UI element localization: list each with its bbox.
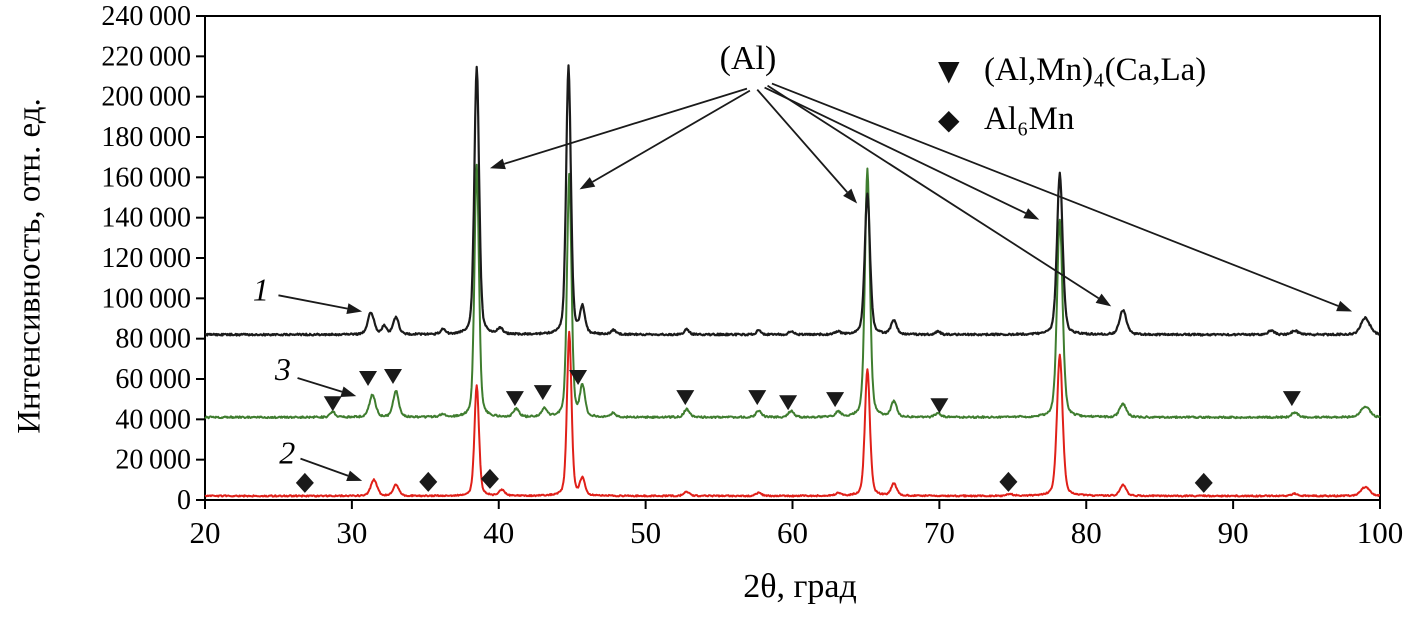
al-arrow-0-head (489, 158, 506, 170)
diamond-phase-marker (295, 472, 314, 493)
y-tick-label: 0 (177, 485, 191, 516)
triangle-marker-icon: ▼ (938, 54, 960, 87)
al-arrow-5-head (1336, 300, 1353, 312)
x-tick-label: 40 (483, 515, 514, 550)
x-tick-label: 90 (1218, 515, 1249, 550)
y-tick-label: 140 000 (101, 203, 191, 234)
al-arrow-2-line (756, 89, 848, 193)
triangle-phase-marker (748, 390, 767, 406)
x-tick-label: 50 (630, 515, 661, 550)
triangle-phase-marker (533, 385, 552, 401)
triangle-phase-marker (569, 369, 588, 385)
y-tick-label: 60 000 (115, 364, 191, 395)
legend-item-label: (Al,Mn)₄(Ca,La) (984, 52, 1207, 88)
y-tick-label: 20 000 (115, 445, 191, 476)
x-tick-label: 70 (924, 515, 955, 550)
triangle-phase-marker (359, 370, 378, 386)
triangle-phase-marker (676, 390, 695, 406)
y-axis-label: Интенсивность, отн. ед. (11, 98, 48, 434)
diamond-marker-icon: ◆ (938, 103, 960, 136)
al-arrow-2-head (843, 188, 858, 204)
curve-3-arrow-head (340, 386, 357, 397)
triangle-phase-marker (384, 368, 402, 384)
y-tick-label: 40 000 (115, 404, 191, 435)
triangle-phase-marker (323, 396, 342, 412)
x-tick-label: 20 (190, 515, 221, 550)
curve-2-arrow-head (346, 470, 363, 481)
al-arrow-1-line (592, 89, 751, 183)
al-arrow-4-head (1095, 293, 1112, 307)
y-tick-label: 100 000 (101, 283, 191, 314)
curve-3-arrow-line (297, 377, 343, 393)
al-arrow-1-head (579, 177, 596, 190)
x-tick-label: 80 (1071, 515, 1102, 550)
curve-3 (204, 163, 1381, 420)
y-tick-label: 220 000 (101, 41, 191, 72)
triangle-phase-marker (826, 392, 845, 408)
y-tick-label: 80 000 (115, 324, 191, 355)
legend-item-label: Al₆Mn (984, 101, 1075, 137)
y-tick-label: 180 000 (101, 122, 191, 153)
curve-1-arrow-line (278, 294, 348, 310)
x-axis-label: 2θ, град (743, 568, 857, 605)
al-arrow-5-line (771, 82, 1339, 307)
curve-1-arrow-head (346, 303, 363, 315)
y-tick-label: 160 000 (101, 162, 191, 193)
x-tick-label: 30 (336, 515, 367, 550)
x-tick-label: 100 (1357, 515, 1404, 550)
curve-1 (204, 64, 1381, 337)
y-tick-label: 200 000 (101, 82, 191, 113)
triangle-phase-marker (779, 395, 798, 411)
diamond-phase-marker (1194, 472, 1213, 493)
y-tick-label: 240 000 (101, 1, 191, 32)
al-arrow-0-line (503, 87, 748, 165)
diamond-phase-marker (480, 468, 499, 489)
al-arrow-3-head (1023, 208, 1040, 220)
diamond-phase-marker (419, 471, 438, 492)
curve-2 (204, 330, 1381, 498)
al-arrow-3-line (764, 86, 1027, 214)
y-tick-label: 120 000 (101, 243, 191, 274)
al-arrow-4-line (767, 84, 1100, 300)
diamond-phase-marker (999, 471, 1018, 492)
legend: ▼ (Al,Mn)₄(Ca,La) ◆ Al₆Mn (938, 46, 1206, 144)
al-peak-annotation: (Al) (719, 40, 777, 77)
curve-label-3: 3 (274, 351, 291, 387)
curve-2-arrow-line (300, 457, 349, 477)
legend-item-almn4cala: ▼ (Al,Mn)₄(Ca,La) (938, 46, 1206, 95)
curve-label-2: 2 (279, 435, 295, 471)
triangle-phase-marker (505, 391, 524, 407)
legend-item-al6mn: ◆ Al₆Mn (938, 95, 1206, 144)
x-tick-label: 60 (777, 515, 808, 550)
triangle-phase-marker (1282, 391, 1301, 407)
triangle-phase-marker (930, 398, 949, 414)
curve-label-1: 1 (253, 271, 269, 307)
